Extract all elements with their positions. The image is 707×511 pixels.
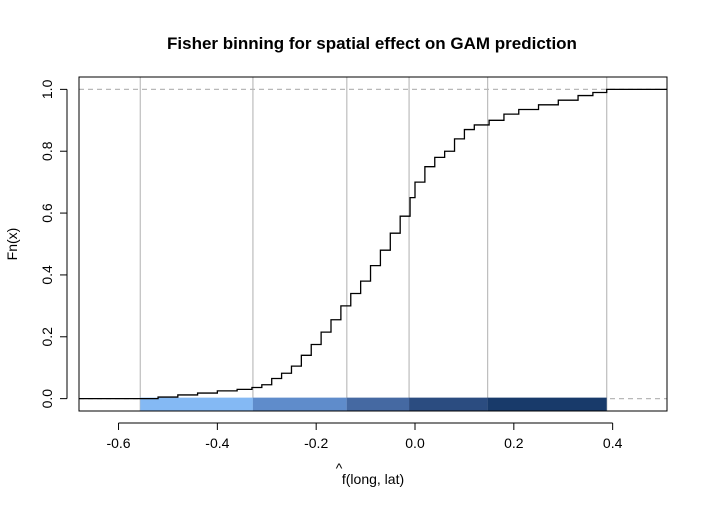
bin-segment-1 [252, 397, 347, 411]
plot-frame [78, 76, 668, 412]
x-tick-label-1: -0.4 [205, 435, 229, 451]
bin-segment-3 [409, 397, 488, 411]
x-tick-label-0: -0.6 [106, 435, 130, 451]
y-tick-label-5: 1.0 [39, 79, 55, 99]
chart-title: Fisher binning for spatial effect on GAM… [167, 34, 577, 53]
bin-color-bar [140, 397, 607, 411]
bin-segment-2 [346, 397, 410, 411]
x-axis-label: f(long, lat) [342, 471, 404, 487]
bin-segment-4 [487, 397, 607, 411]
y-axis-label: Fn(x) [4, 228, 20, 261]
x-tick-label-2: -0.2 [304, 435, 328, 451]
y-axis: 0.0 0.2 0.4 0.6 0.8 1.0 [39, 79, 68, 409]
horizontal-reference-lines [79, 88, 667, 400]
y-tick-label-3: 0.6 [39, 203, 55, 223]
y-tick-label-4: 0.8 [39, 141, 55, 161]
x-axis-label-hat: ^ [336, 460, 343, 476]
x-tick-label-3: 0.0 [405, 435, 425, 451]
x-tick-label-5: 0.4 [603, 435, 623, 451]
y-tick-label-0: 0.0 [39, 389, 55, 409]
y-tick-label-2: 0.4 [39, 265, 55, 285]
bin-segment-0 [140, 397, 253, 411]
ecdf-line [79, 88, 667, 400]
y-tick-label-1: 0.2 [39, 327, 55, 347]
vertical-bin-lines [139, 77, 608, 411]
x-tick-label-4: 0.2 [504, 435, 524, 451]
x-axis: -0.6 -0.4 -0.2 0.0 0.2 0.4 [106, 422, 623, 451]
